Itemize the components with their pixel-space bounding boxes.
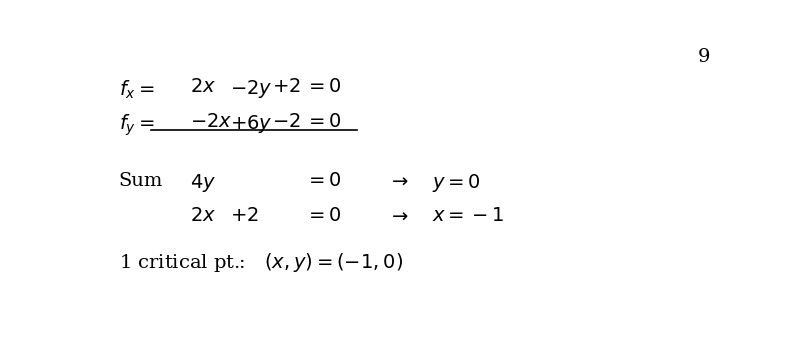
Text: $+2$: $+2$ xyxy=(272,78,301,96)
Text: $= 0$: $= 0$ xyxy=(305,78,342,96)
Text: $\rightarrow$: $\rightarrow$ xyxy=(388,172,410,189)
Text: $2x$: $2x$ xyxy=(190,207,216,225)
Text: $-2$: $-2$ xyxy=(272,112,301,131)
Text: $f_x =$: $f_x =$ xyxy=(118,78,154,101)
Text: $-2y$: $-2y$ xyxy=(230,78,273,100)
Text: $x = -1$: $x = -1$ xyxy=(432,207,504,225)
Text: $= 0$: $= 0$ xyxy=(305,112,342,131)
Text: $2x$: $2x$ xyxy=(190,78,216,96)
Text: $4y$: $4y$ xyxy=(190,172,216,194)
Text: $= 0$: $= 0$ xyxy=(305,207,342,225)
Text: $\rightarrow$: $\rightarrow$ xyxy=(388,207,410,225)
Text: $y = 0$: $y = 0$ xyxy=(432,172,481,194)
Text: Sum: Sum xyxy=(118,172,163,189)
Text: $+6y$: $+6y$ xyxy=(230,112,273,135)
Text: 1 critical pt.:   $(x, y) = (-1, 0)$: 1 critical pt.: $(x, y) = (-1, 0)$ xyxy=(118,251,402,274)
Text: $f_y =$: $f_y =$ xyxy=(118,112,154,138)
Text: $= 0$: $= 0$ xyxy=(305,172,342,189)
Text: 9: 9 xyxy=(698,48,710,66)
Text: $-2x$: $-2x$ xyxy=(190,112,232,131)
Text: $+2$: $+2$ xyxy=(230,207,259,225)
